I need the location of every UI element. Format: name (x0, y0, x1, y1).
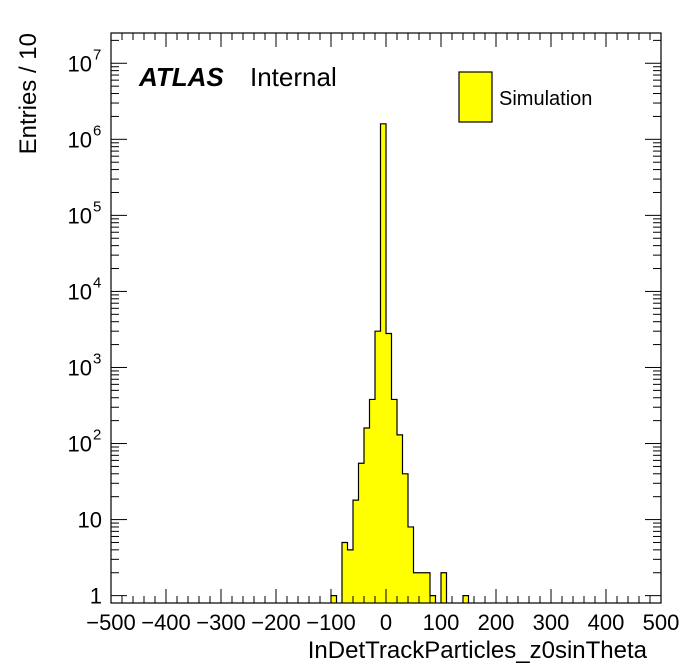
histogram-bin (369, 399, 375, 603)
histogram-bin (364, 428, 370, 603)
y-tick-label: 10 (68, 203, 92, 228)
histogram-bin (413, 572, 419, 603)
x-tick-label: 500 (643, 610, 680, 635)
legend-swatch-simulation (458, 71, 493, 123)
y-tick-label: 10 (78, 508, 102, 533)
histogram-bin (441, 572, 447, 603)
histogram-bin (408, 526, 414, 603)
histogram-bin (353, 500, 359, 603)
histogram-bin (430, 595, 436, 603)
y-tick-label: 10 (68, 432, 92, 457)
legend-label-simulation: Simulation (499, 88, 592, 110)
x-tick-labels: −500 −400 −300 −200 −100 0 100 200 300 400 500 (86, 610, 679, 635)
y-tick-exponent: 3 (93, 350, 101, 367)
histogram-bin (397, 434, 403, 603)
x-tick-label: −500 (86, 610, 136, 635)
legend: Simulation (458, 71, 592, 123)
x-tick-label: 400 (588, 610, 625, 635)
y-tick-exponent: 4 (93, 274, 101, 291)
y-tick-label: 10 (68, 51, 92, 76)
histogram-bin (419, 572, 425, 603)
y-tick-exponent: 2 (93, 427, 101, 444)
histogram-bin (424, 572, 430, 603)
histogram-bin (342, 542, 348, 603)
histogram-bin (380, 123, 386, 603)
x-tick-label: 200 (478, 610, 515, 635)
y-axis-title: Entries / 10 (15, 33, 42, 154)
histogram-bin (358, 463, 364, 603)
histogram-bin (347, 549, 353, 603)
y-tick-exponent: 7 (93, 46, 101, 63)
experiment-label: ATLAS (138, 62, 224, 92)
x-axis-title: InDetTrackParticles_z0sinTheta (308, 637, 648, 664)
y-tick-exponent: 5 (93, 198, 101, 215)
histogram-bin (386, 333, 392, 603)
histogram-bin (375, 331, 381, 603)
histogram-bin (391, 399, 397, 603)
y-tick-label: 10 (68, 279, 92, 304)
histogram-bin (463, 595, 469, 603)
histogram-bins (330, 123, 470, 603)
y-tick-label: 10 (68, 127, 92, 152)
x-tick-label: −400 (141, 610, 191, 635)
x-tick-label: 0 (380, 610, 392, 635)
status-label: Internal (250, 62, 337, 92)
histogram-outline (330, 123, 470, 603)
x-tick-label: 100 (423, 610, 460, 635)
x-tick-label: −300 (196, 610, 246, 635)
y-tick-label: 1 (90, 584, 102, 609)
histogram-bin (402, 473, 408, 603)
axis-ticks (110, 33, 662, 603)
y-tick-exponent: 6 (93, 122, 101, 139)
y-tick-label: 10 (68, 355, 92, 380)
x-tick-label: −100 (306, 610, 356, 635)
x-tick-label: −200 (251, 610, 301, 635)
histogram-bin (331, 595, 337, 603)
x-tick-label: 300 (533, 610, 570, 635)
